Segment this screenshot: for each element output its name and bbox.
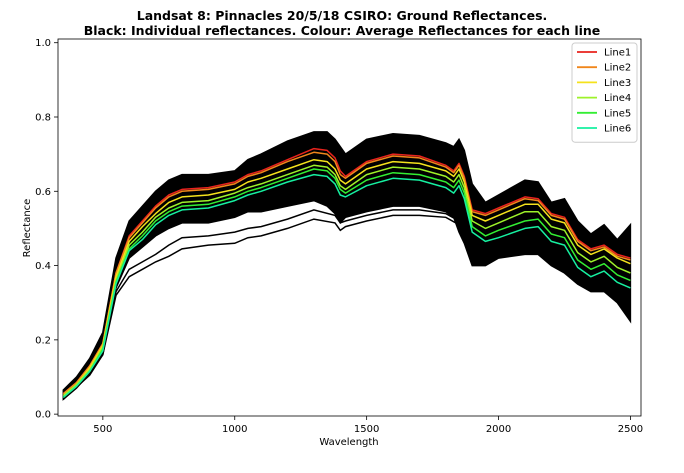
series-line-line1 [62,147,631,395]
x-axis-label: Wavelength [319,437,378,448]
y-tick-label: 0.8 [35,113,51,124]
legend-label-line5: Line5 [604,108,631,119]
envelope-layer [62,131,632,401]
individual-reflectance-line-2 [62,214,460,400]
chart-title-line1: Landsat 8: Pinnacles 20/5/18 CSIRO: Grou… [137,8,548,23]
y-tick-label: 0.4 [35,261,51,272]
y-axis: 0.0 0.2 0.4 0.6 0.8 1.0 [35,38,58,421]
series-layer [62,147,631,398]
individual-reflectance-line-1 [62,209,460,400]
y-tick-label: 0.6 [35,187,51,198]
series-line-line2 [62,151,631,395]
legend-label-line6: Line6 [604,124,631,135]
x-tick-label: 2000 [486,424,511,435]
plot-area [57,38,642,417]
y-tick-label: 0.2 [35,335,51,346]
x-tick-label: 1500 [354,424,379,435]
x-axis: 500 1000 1500 2000 2500 [93,416,643,435]
y-tick-label: 0.0 [35,410,51,421]
legend: Line1 Line2 Line3 Line4 Line5 Line6 [571,42,638,143]
y-axis-label: Reflectance [22,199,33,258]
legend-label-line4: Line4 [604,93,631,104]
y-tick-label: 1.0 [35,38,51,49]
individual-reflectances-band [62,131,632,401]
series-line-line4 [62,164,631,397]
series-line-line3 [62,158,631,397]
legend-label-line2: Line2 [604,63,631,74]
chart-title-line2: Black: Individual reflectances. Colour: … [84,23,601,38]
x-tick-label: 2500 [618,424,643,435]
legend-label-line3: Line3 [604,78,631,89]
series-line-line6 [62,173,631,398]
plot-frame [57,38,642,417]
series-line-line5 [62,168,631,398]
x-tick-label: 500 [93,424,112,435]
x-tick-label: 1000 [222,424,247,435]
legend-label-line1: Line1 [604,48,631,59]
